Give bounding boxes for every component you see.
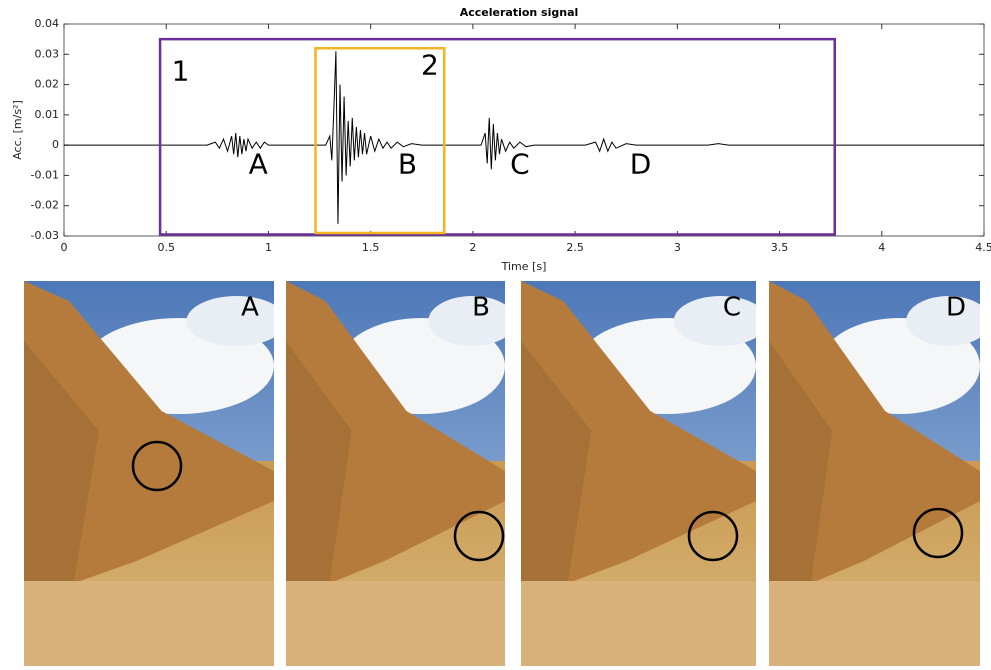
cloud — [186, 296, 274, 346]
annotation: D — [630, 148, 652, 181]
y-tick-label: -0.02 — [31, 199, 59, 212]
boulder-marker — [687, 510, 739, 562]
y-tick-label: 0 — [52, 138, 59, 151]
slope-shade — [24, 341, 99, 611]
x-axis-label: Time [s] — [501, 260, 547, 273]
signal-line — [64, 51, 984, 224]
photo-label: B — [472, 293, 490, 323]
boulder-marker — [131, 440, 183, 492]
y-tick-label: 0.01 — [35, 108, 60, 121]
y-tick-label: -0.01 — [31, 168, 59, 181]
foreground — [769, 581, 980, 666]
x-tick-label: 2 — [469, 241, 476, 254]
photo — [286, 281, 505, 666]
x-tick-label: 2.5 — [566, 241, 584, 254]
slope — [24, 281, 274, 601]
time-window — [314, 46, 446, 235]
photo-label: A — [241, 293, 259, 323]
slope-shade — [286, 341, 352, 611]
boulder-marker — [912, 507, 964, 559]
slope — [521, 281, 756, 601]
y-tick-label: -0.03 — [31, 229, 59, 242]
x-tick-label: 0 — [61, 241, 68, 254]
annotation: 2 — [421, 48, 439, 81]
y-tick-label: 0.04 — [35, 17, 60, 30]
cloud — [428, 296, 505, 346]
foreground — [286, 581, 505, 666]
cloud — [906, 296, 980, 346]
foreground — [24, 581, 274, 666]
boulder-marker — [453, 510, 505, 562]
slope-shade — [521, 341, 592, 611]
x-tick-label: 4 — [878, 241, 885, 254]
y-axis-label: Acc. [m/s²] — [11, 100, 24, 160]
y-tick-label: 0.03 — [35, 47, 60, 60]
x-tick-label: 0.5 — [157, 241, 175, 254]
chart-title: Acceleration signal — [460, 6, 579, 19]
x-tick-label: 3 — [674, 241, 681, 254]
annotation: C — [510, 148, 530, 181]
plot-area — [63, 23, 985, 237]
time-window — [158, 37, 837, 236]
photo-label: C — [723, 293, 741, 323]
photo-panels: A B C D — [24, 281, 980, 666]
foreground — [521, 581, 756, 666]
slope — [286, 281, 505, 601]
photo-label: D — [946, 293, 966, 323]
x-tick-label: 3.5 — [771, 241, 789, 254]
photo — [769, 281, 980, 666]
annotation: B — [398, 148, 417, 181]
x-tick-label: 1 — [265, 241, 272, 254]
annotation: 1 — [172, 54, 190, 87]
photo — [24, 281, 274, 666]
photo — [521, 281, 756, 666]
cloud — [673, 296, 756, 346]
y-tick-label: 0.02 — [35, 78, 60, 91]
x-tick-label: 4.5 — [975, 241, 991, 254]
annotation: A — [249, 148, 268, 181]
slope-shade — [769, 341, 833, 611]
x-tick-label: 1.5 — [362, 241, 380, 254]
slope — [769, 281, 980, 601]
